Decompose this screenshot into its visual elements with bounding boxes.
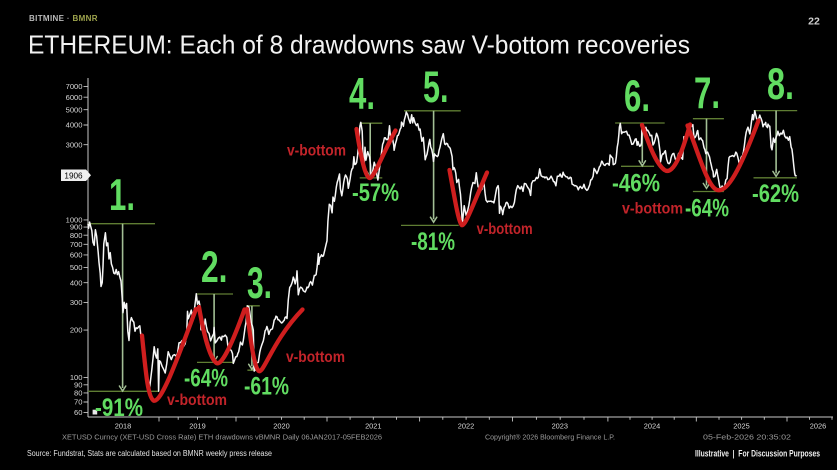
svg-text:4000: 4000 [66, 121, 83, 130]
svg-text:BITMINE · BMNR: BITMINE · BMNR [29, 14, 98, 23]
svg-text:7000: 7000 [66, 82, 83, 91]
svg-text:5000: 5000 [66, 105, 83, 114]
svg-text:-91%: -91% [95, 394, 143, 422]
svg-text:300: 300 [70, 298, 83, 307]
svg-text:Illustrative | For Discussio: Illustrative | For Discussion Purposes [695, 449, 820, 460]
svg-text:900: 900 [70, 223, 83, 232]
svg-text:5.: 5. [423, 63, 449, 112]
svg-text:-64%: -64% [184, 365, 228, 393]
svg-text:2019: 2019 [189, 422, 205, 431]
svg-text:3000: 3000 [66, 140, 83, 149]
svg-text:05-Feb-2026 20:35:02: 05-Feb-2026 20:35:02 [703, 435, 791, 442]
svg-text:v-bottom: v-bottom [167, 392, 227, 409]
svg-text:2.: 2. [201, 243, 228, 292]
svg-text:-61%: -61% [244, 373, 289, 401]
svg-text:8.: 8. [767, 60, 794, 109]
svg-text:v-bottom: v-bottom [286, 349, 345, 366]
svg-text:2025: 2025 [733, 422, 749, 431]
svg-text:2026: 2026 [810, 422, 826, 431]
svg-text:600: 600 [70, 251, 83, 260]
svg-text:3.: 3. [247, 259, 272, 308]
svg-text:-57%: -57% [352, 179, 399, 207]
svg-text:-62%: -62% [752, 180, 799, 208]
svg-text:400: 400 [70, 278, 83, 287]
svg-text:-81%: -81% [411, 228, 455, 256]
svg-text:22: 22 [808, 16, 820, 28]
svg-text:70: 70 [74, 398, 82, 407]
svg-text:1.: 1. [109, 171, 135, 220]
svg-text:v-bottom: v-bottom [622, 201, 683, 218]
svg-text:v-bottom: v-bottom [287, 143, 346, 160]
svg-text:2024: 2024 [644, 422, 660, 431]
svg-text:7.: 7. [694, 69, 720, 118]
svg-text:1906: 1906 [64, 171, 83, 180]
svg-text:v-bottom: v-bottom [477, 221, 533, 238]
svg-text:ETHEREUM: Each of 8 drawdowns: ETHEREUM: Each of 8 drawdowns saw V-bott… [28, 32, 690, 60]
svg-text:800: 800 [70, 231, 83, 240]
svg-text:200: 200 [70, 326, 83, 335]
svg-text:2021: 2021 [365, 422, 381, 431]
svg-text:1000: 1000 [66, 216, 83, 225]
svg-text:80: 80 [74, 389, 82, 398]
svg-text:2020: 2020 [273, 422, 289, 431]
svg-text:-46%: -46% [612, 170, 660, 198]
svg-text:-64%: -64% [685, 194, 729, 222]
svg-text:XETUSD Curncy (XET-USD Cross R: XETUSD Curncy (XET-USD Cross Rate) ETH d… [62, 435, 382, 442]
svg-text:Source: Fundstrat, Stats are c: Source: Fundstrat, Stats are calculated … [27, 449, 272, 458]
svg-text:6.: 6. [624, 72, 650, 121]
svg-text:90: 90 [74, 380, 82, 389]
svg-text:2023: 2023 [552, 422, 568, 431]
svg-text:2022: 2022 [458, 422, 474, 431]
svg-text:2018: 2018 [115, 422, 131, 431]
svg-text:60: 60 [74, 408, 82, 417]
svg-text:4.: 4. [349, 70, 375, 119]
svg-text:6000: 6000 [66, 93, 83, 102]
svg-text:Copyright® 2026 Bloomberg Fina: Copyright® 2026 Bloomberg Finance L.P. [485, 434, 615, 442]
svg-text:100: 100 [70, 373, 83, 382]
svg-text:700: 700 [70, 240, 83, 249]
svg-text:500: 500 [70, 263, 83, 272]
